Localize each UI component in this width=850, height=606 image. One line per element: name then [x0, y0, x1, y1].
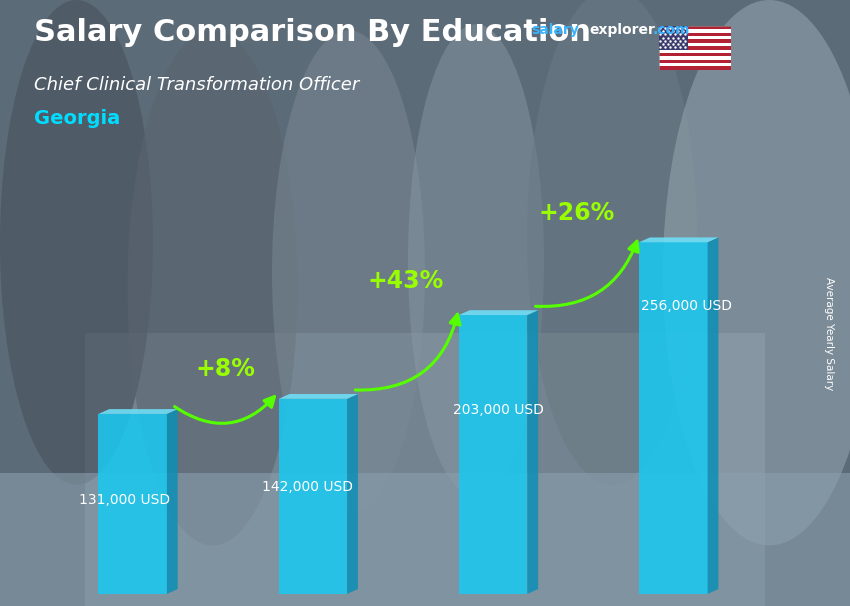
- Text: .com: .com: [653, 23, 690, 37]
- Bar: [85, 333, 765, 606]
- Polygon shape: [459, 315, 527, 594]
- Text: +8%: +8%: [196, 358, 255, 381]
- Bar: [659, 63, 731, 66]
- Text: Georgia: Georgia: [34, 109, 120, 128]
- Ellipse shape: [408, 24, 544, 497]
- Ellipse shape: [527, 0, 697, 485]
- Bar: [659, 39, 731, 43]
- Polygon shape: [639, 242, 707, 594]
- Polygon shape: [99, 409, 178, 414]
- Polygon shape: [527, 310, 538, 594]
- Polygon shape: [167, 409, 178, 594]
- Ellipse shape: [128, 30, 298, 545]
- Text: Chief Clinical Transformation Officer: Chief Clinical Transformation Officer: [34, 76, 360, 94]
- Bar: [659, 46, 731, 50]
- Polygon shape: [99, 414, 167, 594]
- Bar: [659, 56, 731, 59]
- Ellipse shape: [663, 0, 850, 545]
- Polygon shape: [279, 399, 347, 594]
- Text: 256,000 USD: 256,000 USD: [641, 299, 732, 313]
- Bar: [0, 473, 850, 606]
- Text: +26%: +26%: [539, 201, 615, 225]
- Bar: [659, 33, 731, 36]
- Polygon shape: [707, 238, 718, 594]
- Bar: [659, 53, 731, 56]
- Text: 142,000 USD: 142,000 USD: [263, 479, 354, 494]
- Text: explorer: explorer: [589, 23, 654, 37]
- Text: +43%: +43%: [367, 270, 444, 293]
- Polygon shape: [639, 238, 718, 242]
- Bar: [659, 50, 731, 53]
- Ellipse shape: [0, 0, 153, 485]
- Polygon shape: [459, 310, 538, 315]
- Text: 131,000 USD: 131,000 USD: [78, 493, 170, 507]
- Text: Salary Comparison By Education: Salary Comparison By Education: [34, 18, 591, 47]
- Text: Average Yearly Salary: Average Yearly Salary: [824, 277, 834, 390]
- Bar: [659, 36, 731, 39]
- Bar: [659, 43, 731, 46]
- Polygon shape: [279, 394, 358, 399]
- Bar: [659, 66, 731, 70]
- Text: salary: salary: [531, 23, 579, 37]
- Polygon shape: [347, 394, 358, 594]
- Ellipse shape: [272, 30, 425, 515]
- Bar: [659, 30, 731, 33]
- Bar: [659, 26, 688, 50]
- Bar: [659, 59, 731, 63]
- Text: 203,000 USD: 203,000 USD: [453, 403, 544, 417]
- Bar: [659, 26, 731, 30]
